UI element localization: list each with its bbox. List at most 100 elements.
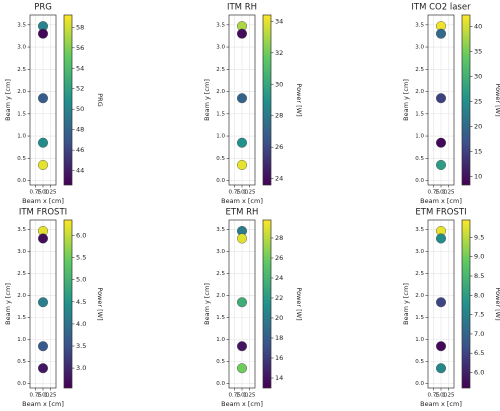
y-tick-label: 1.5: [17, 315, 26, 321]
subplot: ETM RH 0.0 0.5 1.0 1.5 2.0 2.5 3.0 3.5 0.751.001.…: [203, 208, 303, 409]
scatter-point: [436, 137, 447, 148]
axes-frame: [228, 14, 256, 186]
colorbar: [461, 219, 471, 389]
axes-frame: [427, 14, 455, 186]
x-tick-label: 0.75: [427, 393, 440, 399]
colorbar-tick-label: 6.0: [76, 231, 86, 239]
subplot-title: ITM RH: [227, 3, 257, 13]
y-tick-label: 0.5: [17, 156, 26, 162]
scatter-point: [38, 297, 49, 308]
colorbar-label: Power [W]: [96, 287, 104, 320]
y-tick-label: 3.5: [216, 22, 225, 28]
x-axis-label: Beam x [cm]: [221, 197, 263, 205]
colorbar-label: Power [W]: [494, 287, 500, 320]
colorbar-tick-label: 20: [275, 314, 283, 322]
y-tick-label: 2.5: [216, 67, 225, 73]
x-tick-label: 1.25: [442, 190, 455, 196]
scatter-point: [236, 93, 247, 104]
y-tick-label: 3.5: [216, 227, 225, 233]
colorbar: [63, 14, 73, 186]
y-tick-label: 0.5: [17, 359, 26, 365]
x-tick-label: 1.00: [236, 190, 249, 196]
scatter-point: [436, 341, 447, 352]
y-tick-label: 1.0: [17, 134, 26, 140]
y-tick-label: 3.0: [216, 45, 225, 51]
y-tick-label: 3.0: [415, 249, 424, 255]
scatter-point: [236, 28, 247, 39]
colorbar: [461, 14, 471, 186]
x-tick-label: 1.00: [37, 393, 50, 399]
x-axis-label: Beam x [cm]: [420, 400, 462, 408]
colorbar-tick-label: 58: [76, 23, 84, 31]
y-tick-label: 2.0: [415, 293, 424, 299]
colorbar-tick-label: 8.5: [474, 272, 484, 280]
colorbar-tick-label: 6.5: [474, 349, 484, 357]
y-tick-label: 2.0: [17, 293, 26, 299]
colorbar-tick-label: 22: [275, 294, 283, 302]
colorbar-tick-label: 34: [275, 17, 283, 25]
y-tick-label: 1.5: [17, 111, 26, 117]
y-axis-label: Beam y [cm]: [203, 79, 211, 121]
colorbar: [262, 14, 272, 186]
subplot-title: ETM RH: [226, 208, 259, 218]
scatter-point: [38, 233, 49, 244]
y-tick-label: 2.0: [216, 89, 225, 95]
colorbar-tick-label: 56: [76, 44, 84, 52]
x-tick-label: 1.25: [44, 393, 57, 399]
colorbar-label: Power [W]: [295, 287, 303, 320]
y-tick-label: 2.0: [415, 89, 424, 95]
colorbar-tick-label: 16: [275, 354, 283, 362]
colorbar-tick-label: 7.5: [474, 311, 484, 319]
colorbar-tick-label: 7.0: [474, 330, 484, 338]
y-tick-label: 0.5: [415, 156, 424, 162]
scatter-point: [38, 363, 49, 374]
colorbar-tick-label: 44: [76, 167, 84, 175]
subplot-title: ITM FROSTI: [19, 208, 67, 218]
colorbar-label: Power [W]: [295, 83, 303, 116]
colorbar-tick-label: 26: [275, 143, 283, 151]
subplot: ITM RH 0.0 0.5 1.0 1.5 2.0 2.5 3.0 3.5 0.751.001.…: [203, 3, 303, 206]
colorbar-tick-label: 25: [474, 98, 482, 106]
x-axis-label: Beam x [cm]: [22, 400, 64, 408]
colorbar-tick-label: 24: [275, 274, 283, 282]
x-axis-label: Beam x [cm]: [420, 197, 462, 205]
subplot: ITM CO2 laser 0.0 0.5 1.0 1.5 2.0 2.5 3.0 3.5 0.7…: [402, 3, 500, 206]
y-tick-label: 2.5: [415, 271, 424, 277]
colorbar-tick-label: 15: [474, 148, 482, 156]
x-tick-label: 1.25: [44, 190, 57, 196]
colorbar-tick-label: 46: [76, 146, 84, 154]
y-axis-label: Beam y [cm]: [203, 283, 211, 325]
x-tick-label: 1.25: [442, 393, 455, 399]
scatter-point: [436, 363, 447, 374]
colorbar-tick-label: 48: [76, 126, 84, 134]
y-axis-label: Beam y [cm]: [4, 283, 12, 325]
subplot-title: ITM CO2 laser: [411, 3, 471, 13]
y-tick-label: 2.5: [216, 271, 225, 277]
scatter-point: [236, 137, 247, 148]
y-tick-label: 0.5: [216, 359, 225, 365]
y-tick-label: 2.5: [17, 67, 26, 73]
subplot: PRG0.00.51.01.52.02.53.03.50.751.001.25B…: [4, 3, 104, 206]
scatter-point: [236, 297, 247, 308]
y-tick-label: 3.0: [17, 45, 26, 51]
subplot-title: ETM FROSTI: [415, 208, 466, 218]
subplot: ITM FROSTI 0.0 0.5 1.0 1.5 2.0 2.5 3.0 3.5 0.751.…: [4, 208, 104, 409]
y-tick-label: 3.0: [17, 249, 26, 255]
y-tick-label: 0.0: [216, 178, 225, 184]
colorbar-tick-label: 20: [474, 123, 482, 131]
y-tick-label: 1.0: [415, 337, 424, 343]
y-tick-label: 0.0: [17, 381, 26, 387]
y-tick-label: 0.0: [415, 178, 424, 184]
y-tick-label: 3.0: [216, 249, 225, 255]
y-axis-label: Beam y [cm]: [4, 79, 12, 121]
colorbar-tick-label: 50: [76, 105, 84, 113]
x-tick-label: 1.00: [37, 190, 50, 196]
scatter-point: [236, 159, 247, 170]
colorbar-tick-label: 5.0: [76, 276, 86, 284]
y-tick-label: 1.5: [415, 111, 424, 117]
colorbar-tick-label: 26: [275, 254, 283, 262]
colorbar-tick-label: 3.5: [76, 342, 86, 350]
axes-frame: [228, 219, 256, 389]
colorbar-tick-label: 32: [275, 49, 283, 57]
y-tick-label: 2.5: [415, 67, 424, 73]
